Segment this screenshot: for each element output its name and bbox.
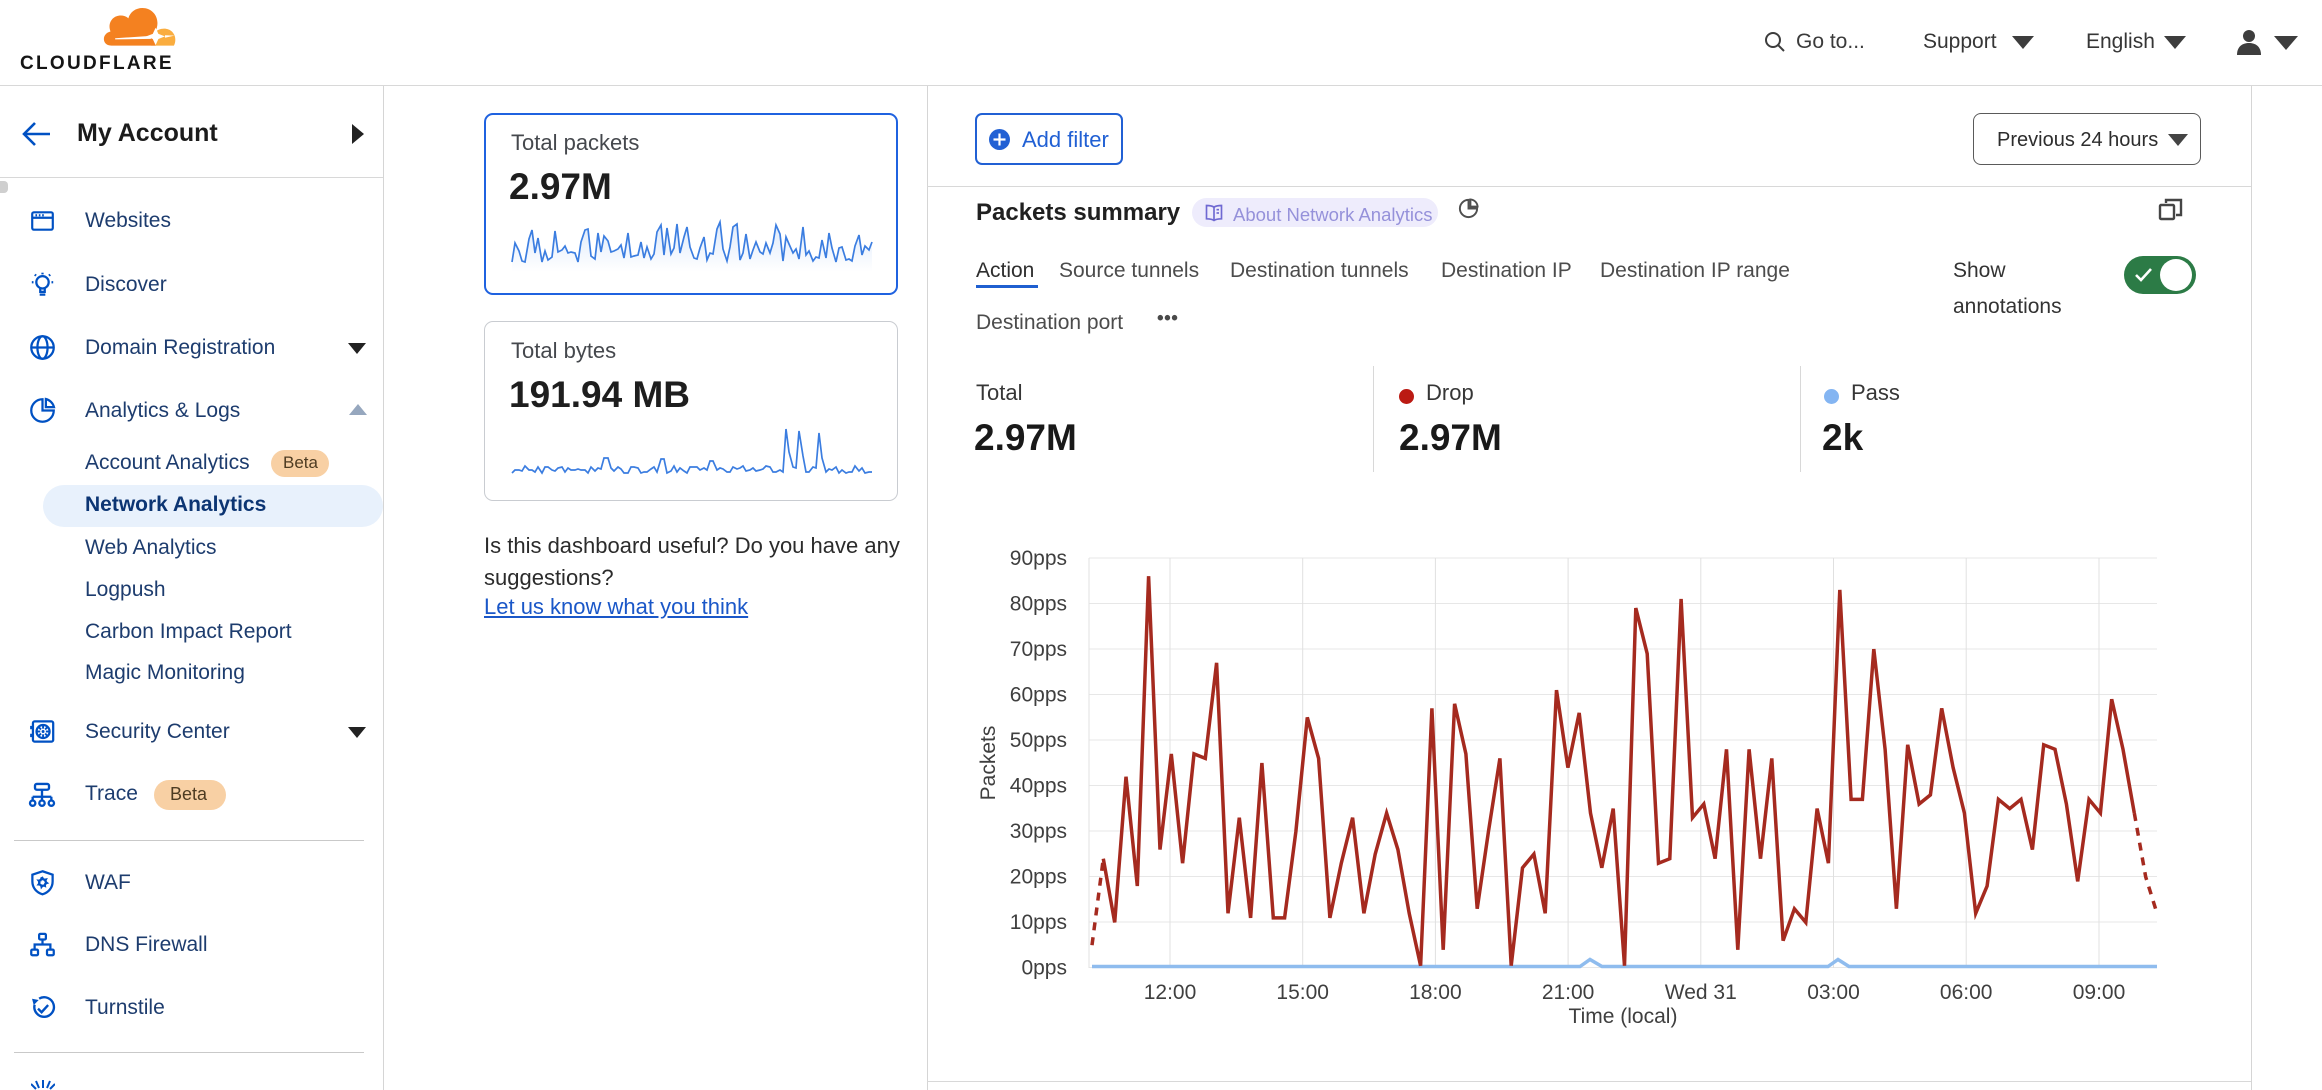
svg-text:15:00: 15:00: [1276, 981, 1329, 1004]
svg-text:Wed 31: Wed 31: [1665, 981, 1737, 1004]
svg-text:50pps: 50pps: [1010, 729, 1067, 752]
svg-text:20pps: 20pps: [1010, 866, 1067, 889]
svg-text:Time (local): Time (local): [1569, 1005, 1678, 1028]
svg-text:90pps: 90pps: [1010, 547, 1067, 570]
svg-text:21:00: 21:00: [1542, 981, 1595, 1004]
svg-text:60pps: 60pps: [1010, 684, 1067, 707]
svg-text:03:00: 03:00: [1807, 981, 1860, 1004]
svg-text:80pps: 80pps: [1010, 593, 1067, 616]
svg-text:12:00: 12:00: [1144, 981, 1197, 1004]
svg-text:30pps: 30pps: [1010, 820, 1067, 843]
svg-text:CLOUDFLARE: CLOUDFLARE: [20, 53, 174, 72]
svg-text:06:00: 06:00: [1940, 981, 1993, 1004]
svg-text:40pps: 40pps: [1010, 775, 1067, 798]
svg-text:10pps: 10pps: [1010, 911, 1067, 934]
svg-text:Packets: Packets: [977, 726, 1000, 801]
svg-text:70pps: 70pps: [1010, 638, 1067, 661]
svg-text:09:00: 09:00: [2073, 981, 2126, 1004]
svg-text:18:00: 18:00: [1409, 981, 1462, 1004]
svg-text:0pps: 0pps: [1021, 957, 1067, 980]
